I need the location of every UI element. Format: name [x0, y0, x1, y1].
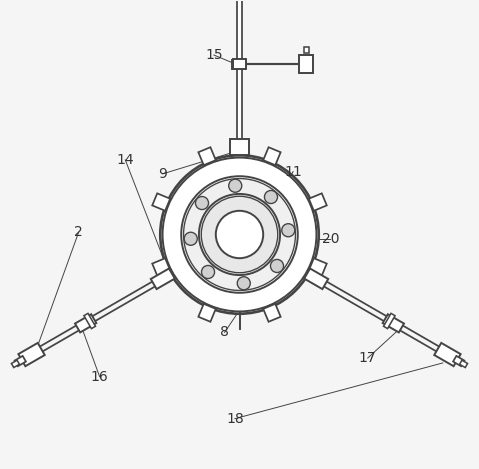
Circle shape: [264, 190, 277, 204]
Text: 9: 9: [158, 167, 167, 181]
Text: 11: 11: [284, 165, 302, 179]
Polygon shape: [84, 313, 95, 329]
Circle shape: [199, 194, 280, 275]
Text: 20: 20: [322, 232, 339, 246]
Circle shape: [162, 158, 317, 311]
Polygon shape: [198, 304, 216, 322]
Polygon shape: [263, 304, 281, 322]
Circle shape: [201, 196, 278, 273]
Polygon shape: [263, 147, 281, 165]
Polygon shape: [230, 139, 249, 156]
Text: 17: 17: [359, 351, 376, 365]
Text: 8: 8: [220, 325, 229, 340]
Polygon shape: [11, 360, 20, 368]
Polygon shape: [384, 313, 395, 329]
Circle shape: [237, 277, 251, 290]
Polygon shape: [18, 343, 45, 366]
Circle shape: [160, 155, 319, 314]
Polygon shape: [152, 258, 170, 276]
Circle shape: [216, 211, 263, 258]
Polygon shape: [383, 314, 404, 333]
Circle shape: [195, 197, 208, 210]
Polygon shape: [152, 193, 170, 211]
Circle shape: [271, 259, 284, 272]
Polygon shape: [151, 268, 175, 289]
Polygon shape: [434, 343, 461, 366]
Polygon shape: [309, 258, 327, 276]
Polygon shape: [453, 356, 465, 366]
Polygon shape: [198, 147, 216, 165]
Circle shape: [228, 179, 242, 192]
Circle shape: [181, 176, 298, 293]
Text: 15: 15: [205, 48, 223, 62]
Polygon shape: [459, 360, 468, 368]
Polygon shape: [232, 60, 238, 69]
Polygon shape: [304, 47, 308, 53]
Text: 18: 18: [226, 412, 244, 426]
Text: 16: 16: [91, 370, 109, 384]
Polygon shape: [304, 268, 328, 289]
Polygon shape: [14, 356, 26, 366]
Polygon shape: [299, 55, 313, 73]
Polygon shape: [309, 193, 327, 211]
Polygon shape: [75, 314, 96, 333]
Circle shape: [184, 232, 197, 245]
Circle shape: [183, 179, 296, 290]
Text: 14: 14: [116, 153, 134, 167]
Circle shape: [202, 265, 215, 279]
Text: 2: 2: [74, 225, 83, 239]
Polygon shape: [237, 0, 242, 155]
Polygon shape: [233, 59, 246, 69]
Circle shape: [282, 224, 295, 237]
